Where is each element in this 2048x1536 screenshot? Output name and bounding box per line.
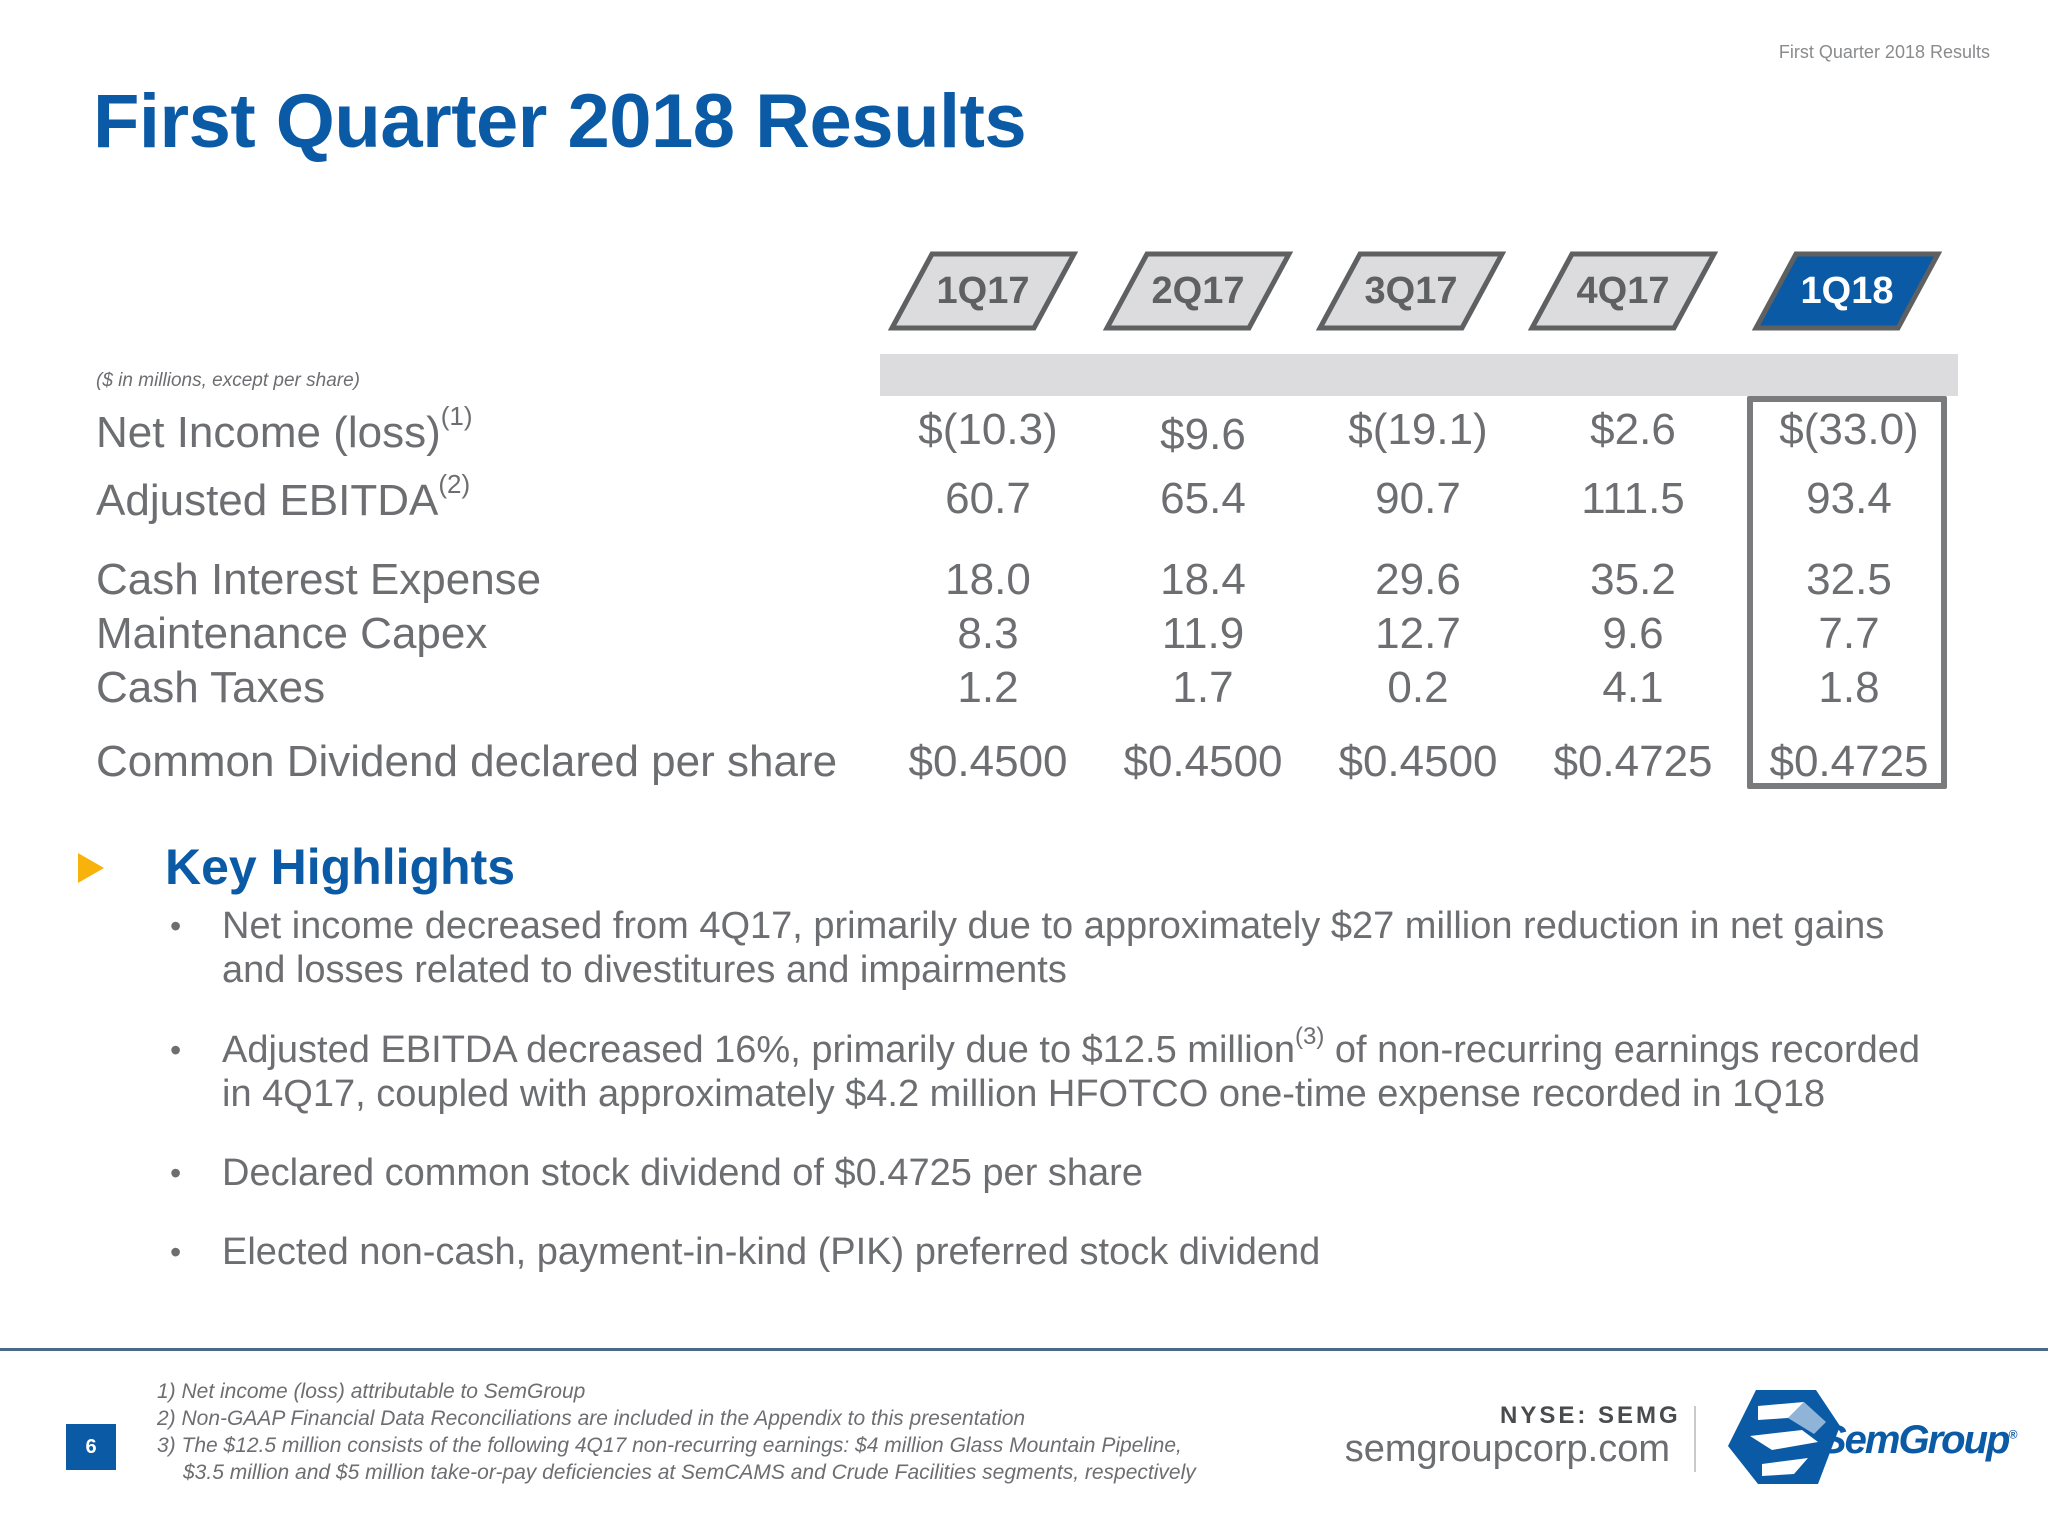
list-item: • Elected non-cash, payment-in-kind (PIK… <box>170 1231 1321 1273</box>
list-item: • Declared common stock dividend of $0.4… <box>170 1152 1143 1194</box>
column-header-1q18: 1Q18 <box>1752 250 1942 332</box>
row-label-common-dividend: Common Dividend declared per share <box>96 737 838 786</box>
row-label-net-income: Net Income (loss)(1) <box>96 401 473 457</box>
table-cell: 32.5 <box>1806 555 1892 604</box>
column-header-label: 1Q18 <box>1800 270 1894 312</box>
table-cell: 1.7 <box>1172 663 1234 712</box>
row-label-maintenance-capex: Maintenance Capex <box>96 609 488 658</box>
footnote-3: 3) The $12.5 million consists of the fol… <box>157 1434 1182 1457</box>
column-header-label: 4Q17 <box>1576 270 1670 312</box>
footnote-2: 2) Non-GAAP Financial Data Reconciliatio… <box>157 1407 1026 1430</box>
column-header-1q17: 1Q17 <box>888 250 1078 332</box>
table-cell: 29.6 <box>1375 555 1461 604</box>
table-cell: 9.6 <box>1602 609 1664 658</box>
column-header-label: 3Q17 <box>1364 270 1458 312</box>
row-label-cash-interest-expense: Cash Interest Expense <box>96 555 542 604</box>
table-cell: $0.4725 <box>1553 737 1713 786</box>
table-cell: 35.2 <box>1590 555 1676 604</box>
table-cell: 1.2 <box>957 663 1019 712</box>
page-title: First Quarter 2018 Results <box>93 79 1027 164</box>
table-cell: $2.6 <box>1590 405 1676 454</box>
table-cell: $0.4500 <box>908 737 1068 786</box>
bullet-icon: • <box>170 1155 182 1191</box>
table-cell: 12.7 <box>1375 609 1461 658</box>
footer-separator <box>1694 1406 1696 1472</box>
table-cell: 0.2 <box>1387 663 1449 712</box>
column-header-3q17: 3Q17 <box>1316 250 1506 332</box>
table-cell: 8.3 <box>957 609 1019 658</box>
table-cell: 11.9 <box>1161 609 1245 658</box>
column-header-label: 1Q17 <box>936 270 1030 312</box>
ticker-label: NYSE: SEMG <box>1500 1402 1681 1429</box>
table-cell: 4.1 <box>1602 663 1664 712</box>
table-cell: $0.4725 <box>1769 737 1929 786</box>
list-item: • Adjusted EBITDA decreased 16%, primari… <box>170 1023 1921 1115</box>
row-label-adjusted-ebitda: Adjusted EBITDA(2) <box>96 469 471 525</box>
table-cell: $(33.0) <box>1779 405 1919 454</box>
table-cell: 90.7 <box>1375 474 1461 523</box>
bullet-icon: • <box>170 1032 182 1068</box>
table-cell: 65.4 <box>1160 474 1246 523</box>
table-cell: $0.4500 <box>1123 737 1283 786</box>
bullet-icon: • <box>170 1234 182 1270</box>
table-cell: 7.7 <box>1818 609 1880 658</box>
table-cell: $(10.3) <box>918 405 1058 454</box>
table-cell: $9.6 <box>1160 410 1246 459</box>
table-cell: 18.4 <box>1160 555 1246 604</box>
semgroup-logo-text: SemGroup® <box>1820 1418 2017 1462</box>
website-link[interactable]: semgroupcorp.com <box>1344 1428 1670 1470</box>
table-cell: $0.4500 <box>1338 737 1498 786</box>
units-note: ($ in millions, except per share) <box>96 370 360 391</box>
bullet-icon: • <box>170 908 182 944</box>
table-cell: 93.4 <box>1806 474 1892 523</box>
column-header-label: 2Q17 <box>1151 270 1245 312</box>
footnote-1: 1) Net income (loss) attributable to Sem… <box>157 1380 586 1403</box>
header-band <box>880 354 1958 396</box>
table-cell: $(19.1) <box>1348 405 1488 454</box>
semgroup-logo-icon <box>1722 1384 1842 1490</box>
footnote-3-continued: $3.5 million and $5 million take-or-pay … <box>183 1461 1196 1484</box>
page-number: 6 <box>66 1424 116 1470</box>
table-cell: 111.5 <box>1581 474 1685 523</box>
triangle-bullet-icon <box>78 853 104 883</box>
table-cell: 60.7 <box>945 474 1031 523</box>
list-item: • Net income decreased from 4Q17, primar… <box>170 905 1885 991</box>
current-quarter-highlight-box <box>1747 396 1947 789</box>
key-highlights-title: Key Highlights <box>165 839 516 895</box>
column-header-2q17: 2Q17 <box>1103 250 1293 332</box>
row-label-cash-taxes: Cash Taxes <box>96 663 326 712</box>
header-tagline: First Quarter 2018 Results <box>1778 42 1990 62</box>
column-header-4q17: 4Q17 <box>1528 250 1718 332</box>
table-cell: 18.0 <box>945 555 1031 604</box>
table-cell: 1.8 <box>1818 663 1880 712</box>
footer-divider <box>0 1348 2048 1351</box>
